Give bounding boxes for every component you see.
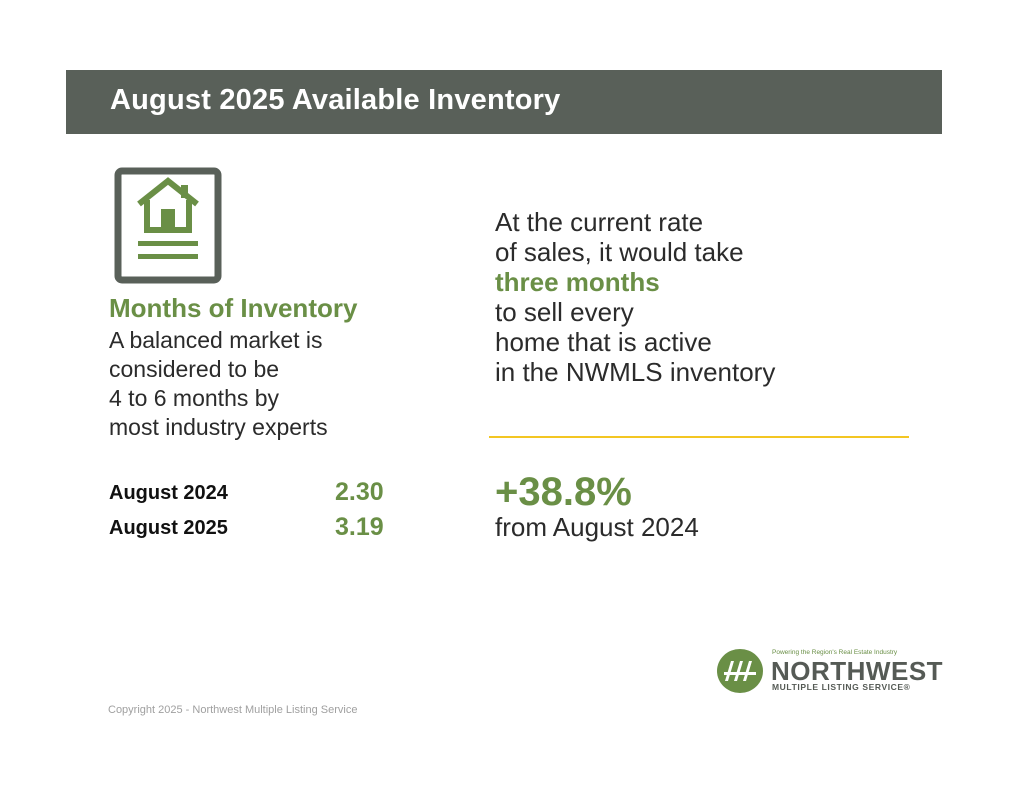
months-of-inventory-description: A balanced market is considered to be 4 …	[109, 326, 409, 442]
months-of-inventory-title: Months of Inventory	[109, 293, 358, 323]
logo-tagline: Powering the Region's Real Estate Indust…	[772, 649, 898, 656]
rate-line: At the current rate	[495, 207, 704, 237]
stat-row-2025: August 2025 3.19	[109, 513, 399, 547]
percent-change: +38.8%	[495, 470, 632, 514]
page-title: August 2025 Available Inventory	[110, 84, 561, 116]
nwmls-logo: Powering the Region's Real Estate Indust…	[716, 648, 943, 694]
copyright-notice: Copyright 2025 - Northwest Multiple List…	[108, 704, 358, 716]
stat-value: 3.19	[335, 513, 384, 541]
stat-label: August 2025	[109, 517, 228, 539]
rate-line: home that is active	[495, 327, 712, 357]
logo-name: NORTHWEST	[771, 656, 944, 686]
description-line: considered to be	[109, 356, 280, 382]
divider	[489, 436, 909, 438]
rate-line: in the NWMLS inventory	[495, 357, 776, 387]
logo-emblem-icon	[717, 649, 763, 693]
stat-label: August 2024	[109, 482, 228, 504]
description-line: A balanced market is	[109, 327, 323, 353]
rate-highlight: three months	[495, 267, 660, 297]
stat-value: 2.30	[335, 478, 384, 506]
stat-row-2024: August 2024 2.30	[109, 478, 399, 512]
header-bar: August 2025 Available Inventory	[66, 70, 942, 134]
description-line: 4 to 6 months by	[109, 385, 280, 411]
rate-line: of sales, it would take	[495, 237, 744, 267]
percent-change-caption: from August 2024	[495, 512, 699, 542]
sales-rate-statement: At the current rate of sales, it would t…	[495, 207, 915, 387]
rate-line: to sell every	[495, 297, 634, 327]
logo-subtitle: MULTIPLE LISTING SERVICE®	[772, 682, 911, 692]
description-line: most industry experts	[109, 414, 328, 440]
house-document-icon	[114, 167, 222, 284]
